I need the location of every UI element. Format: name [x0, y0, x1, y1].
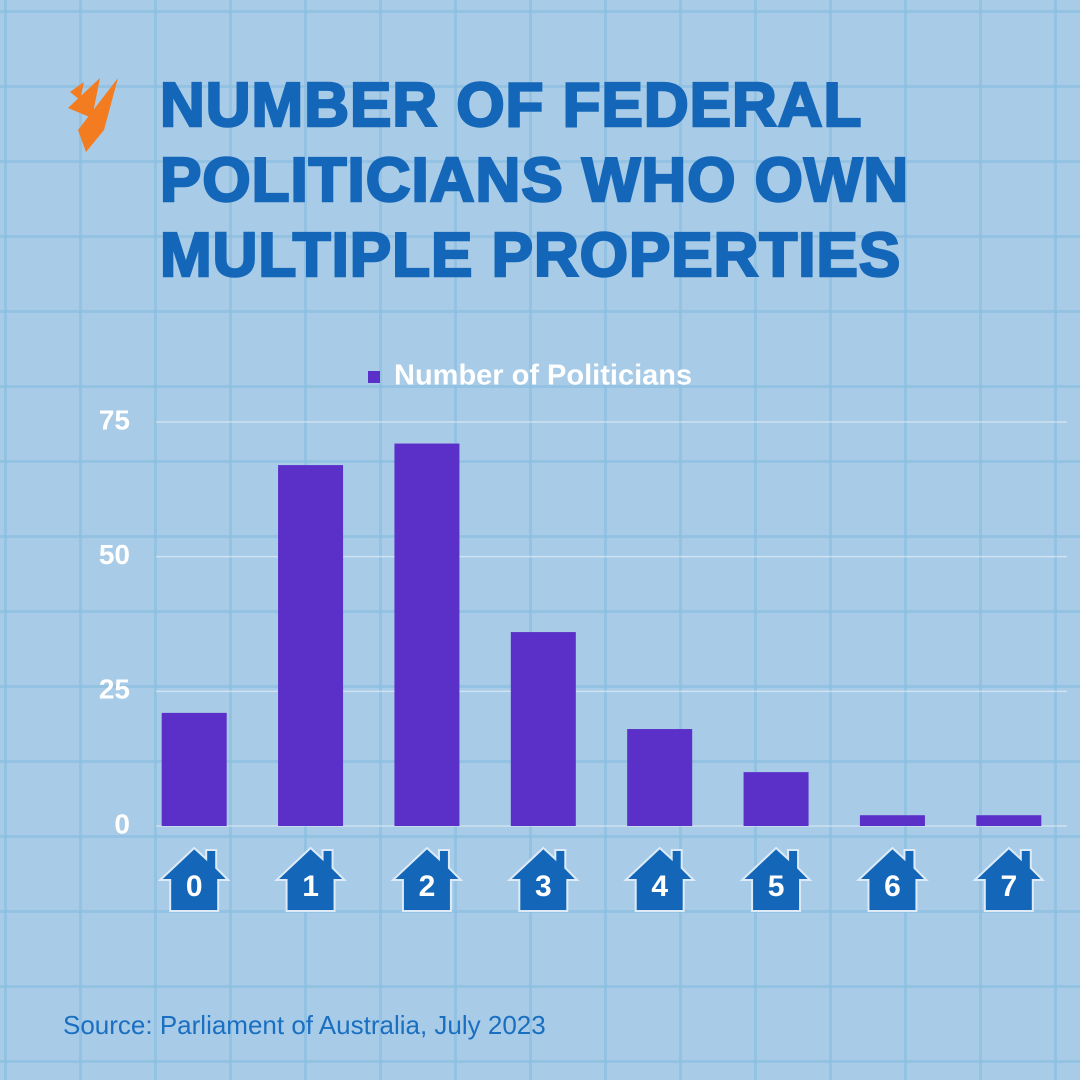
- x-tick-label: 1: [302, 870, 319, 903]
- house-icon: 5: [739, 846, 813, 912]
- x-tick-label: 4: [651, 870, 668, 903]
- house-shape: [739, 846, 813, 912]
- chart-title: NUMBER OF FEDERAL POLITICIANS WHO OWN MU…: [159, 70, 910, 292]
- bar: [161, 712, 227, 826]
- house-icon: 7: [972, 846, 1046, 912]
- bar: [976, 815, 1042, 826]
- house-icon: 4: [623, 846, 697, 912]
- bar: [394, 443, 460, 826]
- y-tick-label: 0: [114, 808, 130, 839]
- house-shape: [972, 846, 1046, 912]
- y-tick-label: 50: [99, 539, 130, 570]
- house-shape: [855, 846, 929, 912]
- x-tick-label: 7: [1000, 870, 1017, 903]
- house-shape: [274, 846, 347, 912]
- legend-label: Number of Politicians: [394, 360, 692, 392]
- y-tick-label: 25: [99, 674, 130, 705]
- y-tick-label: 75: [99, 404, 130, 435]
- house-icon: 1: [274, 846, 347, 912]
- x-tick-label: 0: [186, 870, 203, 903]
- bar: [510, 632, 576, 826]
- house-shape: [390, 846, 464, 912]
- logo: [68, 78, 118, 152]
- house-icon: 3: [506, 846, 580, 912]
- bar: [627, 729, 693, 826]
- x-tick-label: 6: [884, 870, 901, 903]
- legend-swatch: [368, 371, 380, 383]
- house-icon: 6: [855, 846, 929, 912]
- bar: [743, 772, 809, 826]
- house-shape: [623, 846, 697, 912]
- house-shape: [157, 846, 231, 912]
- source-note: Source: Parliament of Australia, July 20…: [63, 1010, 546, 1040]
- bar: [278, 465, 344, 826]
- house-shape: [506, 846, 580, 912]
- x-tick-label: 3: [535, 870, 552, 903]
- house-icon: 0: [157, 846, 231, 912]
- x-tick-label: 5: [768, 870, 785, 903]
- bar: [859, 815, 925, 826]
- house-icon: 2: [390, 846, 464, 912]
- x-tick-label: 2: [419, 870, 436, 903]
